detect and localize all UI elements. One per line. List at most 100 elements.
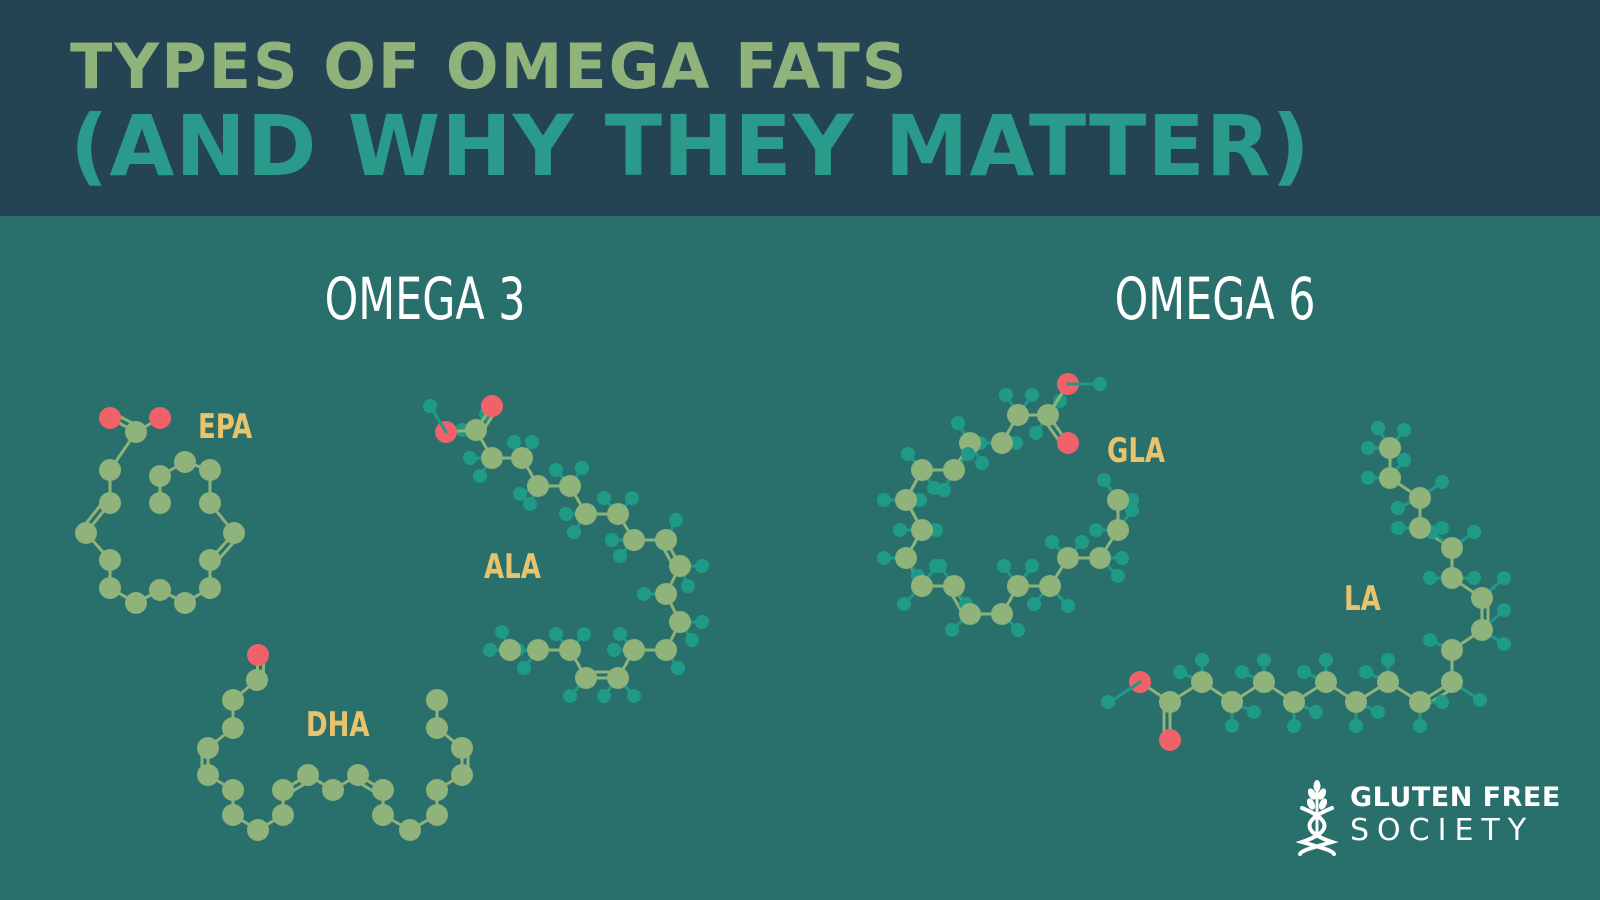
hydrogen-atom: [1061, 599, 1075, 613]
omega6-heading: OMEGA 6: [1114, 265, 1316, 333]
hydrogen-atom: [877, 493, 891, 507]
oxygen-atom: [1159, 729, 1181, 751]
hydrogen-atom: [695, 615, 709, 629]
hydrogen-atom: [681, 579, 695, 593]
carbon-atom: [426, 717, 448, 739]
oxygen-atom: [149, 407, 171, 429]
hydrogen-atom: [1045, 535, 1059, 549]
gluten-free-society-logo: GLUTEN FREE SOCIETY: [1292, 780, 1562, 856]
carbon-atom: [99, 459, 121, 481]
hydrogen-atom: [1075, 535, 1089, 549]
hydrogen-atom: [1497, 637, 1511, 651]
la-label: LA: [1344, 579, 1381, 619]
omega3-heading: OMEGA 3: [324, 265, 526, 333]
carbon-atom: [1441, 639, 1463, 661]
hydrogen-atom: [605, 533, 619, 547]
carbon-atom: [623, 639, 645, 661]
dha-label: DHA: [306, 705, 370, 745]
carbon-atom: [99, 549, 121, 571]
hydrogen-atom: [507, 435, 521, 449]
hydrogen-atom: [1125, 503, 1139, 517]
hydrogen-atom: [1467, 525, 1481, 539]
hydrogen-atom: [1435, 475, 1449, 489]
hydrogen-atom: [695, 559, 709, 573]
hydrogen-atom: [1025, 388, 1039, 402]
hydrogen-atom: [1349, 719, 1363, 733]
hydrogen-atom: [1297, 665, 1311, 679]
carbon-atom: [1007, 404, 1029, 426]
carbon-atom: [272, 804, 294, 826]
hydrogen-atom: [1497, 603, 1511, 617]
carbon-atom: [559, 475, 581, 497]
hydrogen-atom: [997, 559, 1011, 573]
hydrogen-atom: [1319, 653, 1333, 667]
hydrogen-atom: [1089, 523, 1103, 537]
epa-label: EPA: [198, 407, 253, 447]
carbon-atom: [1283, 691, 1305, 713]
carbon-atom: [511, 447, 533, 469]
hydrogen-atom: [607, 643, 621, 657]
logo-text-line-2: SOCIETY: [1350, 813, 1535, 848]
logo-text-line-1: GLUTEN FREE: [1350, 782, 1561, 813]
hydrogen-atom: [1435, 695, 1449, 709]
hydrogen-atom: [951, 416, 965, 430]
carbon-atom: [1107, 519, 1129, 541]
hydrogen-atom: [597, 491, 611, 505]
hydrogen-atom: [1025, 559, 1039, 573]
carbon-atom: [1089, 547, 1111, 569]
carbon-atom: [911, 519, 933, 541]
carbon-atom: [1441, 671, 1463, 693]
hydrogen-atom: [929, 523, 943, 537]
hydrogen-atom: [1413, 719, 1427, 733]
carbon-atom: [174, 592, 196, 614]
carbon-atom: [99, 577, 121, 599]
hydrogen-atom: [975, 456, 989, 470]
hydrogen-atom: [513, 487, 527, 501]
hydrogen-atom: [669, 513, 683, 527]
carbon-atom: [347, 764, 369, 786]
carbon-atom: [197, 764, 219, 786]
hydrogen-atom: [1111, 569, 1125, 583]
hydrogen-atom: [1435, 521, 1449, 535]
hydrogen-atom: [1467, 571, 1481, 585]
hydrogen-atom: [961, 447, 975, 461]
carbon-atom: [655, 583, 677, 605]
carbon-atom: [223, 522, 245, 544]
title-line-2: (AND WHY THEY MATTER): [70, 97, 1311, 195]
carbon-atom: [1379, 467, 1401, 489]
hydrogen-atom: [559, 507, 573, 521]
carbon-atom: [322, 779, 344, 801]
carbon-atom: [1191, 671, 1213, 693]
carbon-atom: [372, 804, 394, 826]
hydrogen-atom: [1361, 471, 1375, 485]
carbon-atom: [655, 639, 677, 661]
hydrogen-atom: [567, 525, 581, 539]
carbon-atom: [1379, 437, 1401, 459]
carbon-atom: [943, 575, 965, 597]
carbon-atom: [222, 804, 244, 826]
oxygen-atom: [247, 644, 269, 666]
hydrogen-atom: [1101, 695, 1115, 709]
ala-label: ALA: [484, 547, 541, 587]
hydrogen-atom: [1391, 521, 1405, 535]
carbon-atom: [911, 459, 933, 481]
hydrogen-atom: [463, 451, 477, 465]
carbon-atom: [222, 717, 244, 739]
hydrogen-atom: [575, 461, 589, 475]
carbon-atom: [559, 639, 581, 661]
carbon-atom: [399, 819, 421, 841]
carbon-atom: [607, 667, 629, 689]
carbon-atom: [1345, 691, 1367, 713]
hydrogen-atom: [1397, 423, 1411, 437]
carbon-atom: [575, 667, 597, 689]
carbon-atom: [426, 689, 448, 711]
oxygen-atom: [1057, 432, 1079, 454]
carbon-atom: [669, 611, 691, 633]
hydrogen-atom: [1287, 719, 1301, 733]
hydrogen-atom: [671, 661, 685, 675]
hydrogen-atom: [517, 661, 531, 675]
carbon-atom: [149, 579, 171, 601]
hydrogen-atom: [1497, 571, 1511, 585]
carbon-atom: [222, 689, 244, 711]
hydrogen-atom: [1115, 551, 1129, 565]
